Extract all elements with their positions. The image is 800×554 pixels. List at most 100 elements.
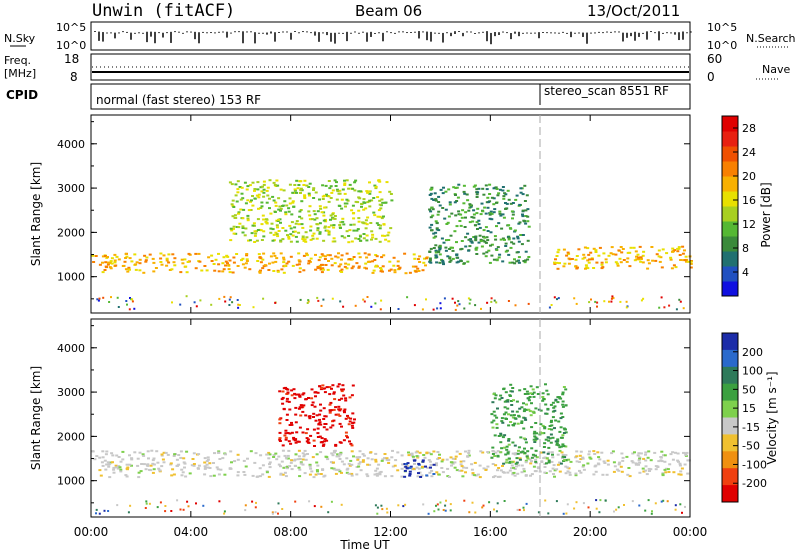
colorbar-swatch <box>722 161 738 177</box>
heatmap-cell <box>312 197 316 199</box>
heatmap-cell <box>185 450 189 453</box>
heatmap-cell <box>329 224 333 227</box>
heatmap-cell <box>549 403 553 406</box>
heatmap-cell <box>379 207 383 210</box>
heatmap-cell <box>518 508 521 511</box>
heatmap-cell <box>275 257 279 260</box>
heatmap-cell <box>236 188 240 191</box>
heatmap-cell <box>294 421 298 424</box>
heatmap-cell <box>289 442 293 445</box>
heatmap-cell <box>374 237 378 240</box>
heatmap-cell <box>522 467 526 470</box>
heatmap-cell <box>566 251 570 254</box>
heatmap-cell <box>279 252 283 255</box>
heatmap-cell <box>306 441 310 444</box>
heatmap-cell <box>319 388 323 391</box>
heatmap-cell <box>256 475 260 478</box>
heatmap-cell <box>435 464 438 467</box>
heatmap-cell <box>371 236 375 239</box>
heatmap-cell <box>305 236 309 239</box>
heatmap-cell <box>408 474 412 477</box>
heatmap-cell <box>611 295 614 298</box>
heatmap-cell <box>551 436 555 439</box>
heatmap-cell <box>292 438 296 441</box>
heatmap-cell <box>164 505 167 507</box>
heatmap-cell <box>588 450 591 453</box>
heatmap-cell <box>512 466 516 469</box>
heatmap-cell <box>506 400 510 403</box>
heatmap-cell <box>666 500 669 503</box>
heatmap-cell <box>277 197 281 200</box>
heatmap-cell <box>610 246 614 249</box>
heatmap-cell <box>414 270 418 273</box>
heatmap-cell <box>556 401 560 404</box>
heatmap-cell <box>448 260 452 263</box>
heatmap-cell <box>371 233 375 236</box>
heatmap-cell <box>544 438 548 441</box>
heatmap-cell <box>350 267 354 270</box>
heatmap-cell <box>323 255 327 258</box>
heatmap-cell <box>411 455 415 458</box>
colorbar-swatch <box>722 176 738 192</box>
heatmap-cell <box>319 451 323 454</box>
heatmap-cell <box>304 458 308 461</box>
heatmap-cell <box>331 213 335 216</box>
heatmap-cell <box>387 462 391 464</box>
heatmap-cell <box>647 262 651 265</box>
heatmap-cell <box>296 440 300 443</box>
heatmap-cell <box>240 259 243 262</box>
heatmap-cell <box>639 256 643 259</box>
heatmap-cell <box>354 304 357 307</box>
heatmap-cell <box>299 462 303 465</box>
heatmap-cell <box>565 254 569 257</box>
heatmap-cell <box>293 226 297 229</box>
heatmap-cell <box>101 464 105 467</box>
heatmap-cell <box>586 462 590 465</box>
heatmap-cell <box>437 195 441 198</box>
heatmap-cell <box>295 191 298 194</box>
heatmap-cell <box>313 405 317 408</box>
heatmap-cell <box>474 248 478 251</box>
heatmap-cell <box>435 227 439 230</box>
colorbar-tick-label: -200 <box>742 477 767 490</box>
heatmap-cell <box>534 449 538 452</box>
heatmap-cell <box>200 269 204 272</box>
heatmap-cell <box>333 179 337 182</box>
heatmap-cell <box>303 195 307 198</box>
heatmap-cell <box>510 467 513 470</box>
heatmap-cell <box>451 457 455 460</box>
heatmap-cell <box>247 209 251 212</box>
heatmap-cell <box>222 268 226 271</box>
heatmap-cell <box>372 197 376 199</box>
heatmap-cell <box>410 452 414 455</box>
heatmap-cell <box>361 459 365 462</box>
heatmap-cell <box>259 261 263 264</box>
heatmap-cell <box>525 408 528 411</box>
heatmap-cell <box>279 417 283 420</box>
heatmap-cell <box>657 460 661 463</box>
heatmap-cell <box>269 227 273 230</box>
heatmap-cell <box>520 406 524 409</box>
heatmap-cell <box>362 198 366 201</box>
heatmap-cell <box>483 206 487 209</box>
colorbar-tick-label: 12 <box>742 218 756 231</box>
heatmap-cell <box>143 254 147 257</box>
heatmap-cell <box>534 436 538 439</box>
heatmap-cell <box>558 449 562 452</box>
heatmap-cell <box>376 506 379 509</box>
heatmap-cell <box>510 210 514 213</box>
heatmap-cell <box>649 468 653 471</box>
heatmap-cell <box>523 200 527 202</box>
heatmap-cell <box>262 252 266 255</box>
heatmap-cell <box>564 472 568 475</box>
heatmap-cell <box>339 300 342 303</box>
heatmap-cell <box>307 300 310 303</box>
heatmap-cell <box>427 512 430 515</box>
colorbar-tick-label: 50 <box>742 383 756 396</box>
heatmap-cell <box>372 211 376 214</box>
heatmap-cell <box>281 473 285 476</box>
freq-panel: Freq. [MHz] 18 8 60 0 Nave <box>4 52 790 84</box>
heatmap-cell <box>492 203 496 206</box>
heatmap-cell <box>318 232 322 235</box>
heatmap-cell <box>484 184 488 187</box>
